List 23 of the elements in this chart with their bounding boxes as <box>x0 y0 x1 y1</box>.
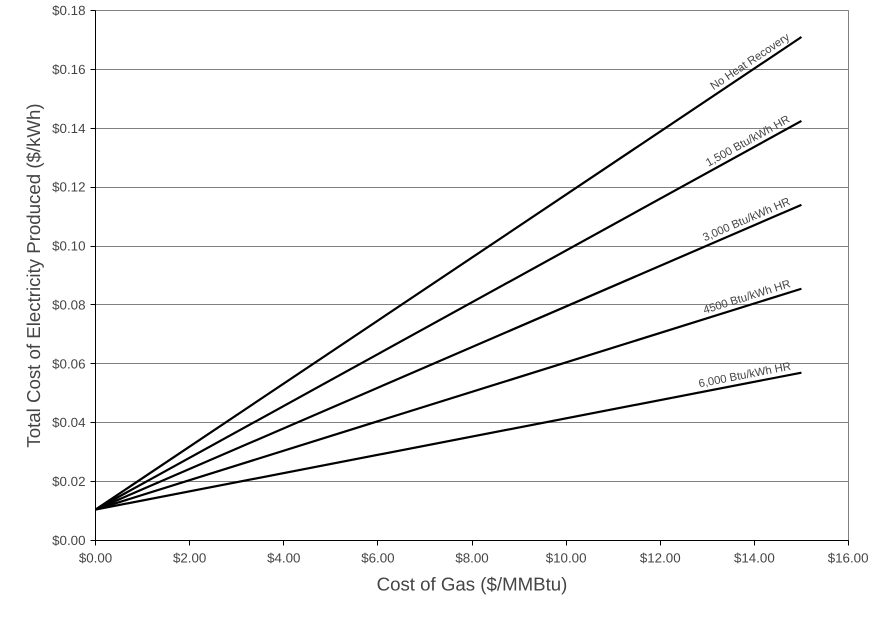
y-axis-title: Total Cost of Electricity Produced ($/kWh) <box>23 103 44 448</box>
y-tick-label: $0.10 <box>52 238 86 254</box>
y-tick-label: $0.18 <box>52 3 86 18</box>
y-tick-label: $0.16 <box>52 62 86 77</box>
x-tick-label: $2.00 <box>172 550 206 566</box>
y-tick-label: $0.06 <box>52 356 86 372</box>
x-tick-label: $0.00 <box>78 550 112 566</box>
x-axis-title: Cost of Gas ($/MMBtu) <box>376 574 568 594</box>
x-tick-label: $14.00 <box>734 550 775 566</box>
y-tick-label: $0.14 <box>52 120 86 136</box>
x-tick-label: $10.00 <box>546 550 587 566</box>
x-tick-label: $8.00 <box>455 550 489 566</box>
y-tick-label: $0.02 <box>52 474 86 490</box>
y-tick-label: $0.00 <box>52 533 86 548</box>
y-tick-label: $0.08 <box>52 297 86 312</box>
y-tick-label: $0.12 <box>52 180 86 195</box>
text: 6,000 Btu/kWh HR <box>698 360 792 390</box>
x-tick-label: $4.00 <box>267 550 300 566</box>
y-tick-label: $0.04 <box>52 415 86 430</box>
text: 4500 Btu/kWh HR <box>702 278 792 317</box>
x-tick-label: $16.00 <box>828 550 868 566</box>
x-tick-label: $12.00 <box>640 550 681 566</box>
x-tick-label: $6.00 <box>361 550 395 566</box>
